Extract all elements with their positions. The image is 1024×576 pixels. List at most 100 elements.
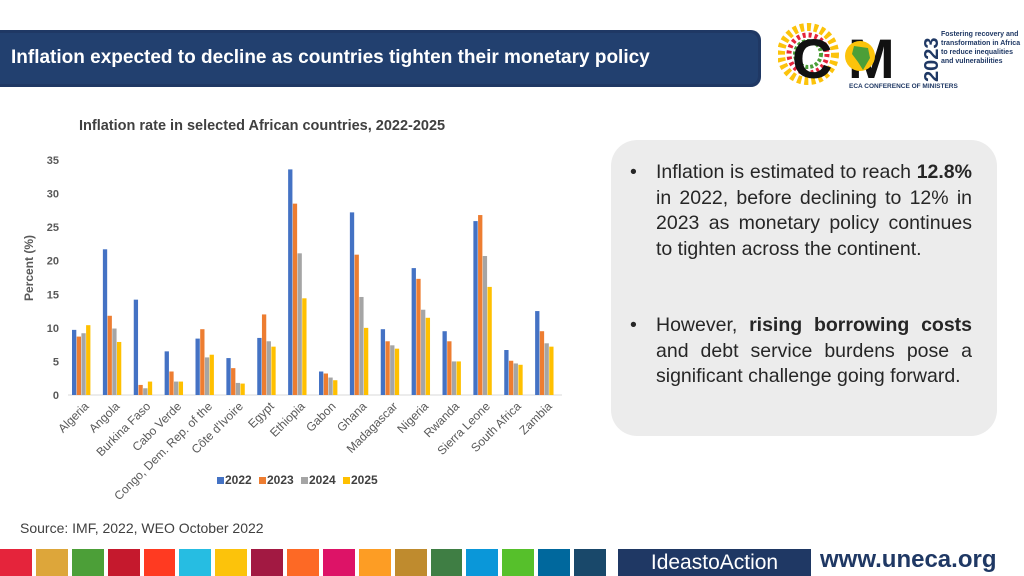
bar-2025-9 bbox=[363, 327, 369, 395]
legend-swatch-2023 bbox=[259, 477, 266, 484]
footer-url[interactable]: www.uneca.org bbox=[820, 546, 997, 573]
bar-2024-4 bbox=[204, 357, 210, 395]
logo-subtitle: ECA CONFERENCE OF MINISTERS bbox=[849, 83, 958, 90]
sdg-stripe-12 bbox=[430, 549, 463, 576]
legend-label: 2023 bbox=[267, 473, 294, 487]
bar-2025-7 bbox=[302, 298, 307, 395]
sdg-stripe-4 bbox=[143, 549, 176, 576]
com2023-logo: C M 2023 bbox=[778, 23, 943, 90]
sdg-stripe-5 bbox=[179, 549, 212, 576]
sdg-stripe-10 bbox=[358, 549, 391, 576]
legend-swatch-2024 bbox=[301, 477, 308, 484]
bullet-text: Inflation is estimated to reach bbox=[656, 161, 917, 183]
bar-2025-2 bbox=[147, 381, 153, 395]
bar-2025-6 bbox=[271, 346, 276, 395]
bar-2022-10 bbox=[380, 329, 386, 395]
bar-2022-7 bbox=[288, 169, 293, 395]
sdg-stripe-15 bbox=[538, 549, 570, 576]
bar-2022-11 bbox=[411, 268, 416, 395]
bar-2022-4 bbox=[195, 338, 200, 395]
bar-2025-4 bbox=[209, 354, 214, 395]
bullet-text: in 2022, before declining to 12% in 2023… bbox=[656, 186, 972, 260]
bar-2024-6 bbox=[266, 341, 271, 395]
bar-2024-15 bbox=[544, 343, 549, 395]
sdg-stripe-14 bbox=[502, 549, 535, 576]
y-tick-label: 30 bbox=[47, 189, 59, 201]
bar-2022-9 bbox=[349, 212, 355, 395]
bar-2024-12 bbox=[451, 361, 457, 395]
source-note: Source: IMF, 2022, WEO October 2022 bbox=[20, 520, 264, 536]
sdg-stripe-0 bbox=[0, 549, 32, 576]
slide-title: Inflation expected to decline as countri… bbox=[11, 47, 650, 68]
bar-2023-12 bbox=[447, 341, 452, 395]
bar-2024-5 bbox=[235, 382, 241, 395]
sdg-stripe-16 bbox=[574, 549, 606, 576]
sdg-stripe-1 bbox=[35, 549, 68, 576]
x-tick-label: Algeria bbox=[55, 399, 92, 436]
bar-2025-8 bbox=[333, 380, 338, 395]
bar-2024-11 bbox=[421, 309, 426, 395]
y-tick-label: 15 bbox=[47, 289, 59, 301]
bar-2025-13 bbox=[487, 286, 492, 395]
y-axis-label: Percent (%) bbox=[22, 235, 36, 301]
title-banner-inner bbox=[0, 33, 758, 84]
bar-2023-6 bbox=[261, 314, 267, 395]
bar-2024-0 bbox=[81, 333, 86, 395]
bar-2022-1 bbox=[102, 249, 108, 395]
chart-title: Inflation rate in selected African count… bbox=[79, 118, 446, 134]
bullet-text: and debt service burdens pose a signific… bbox=[656, 339, 972, 388]
bullet-inflation: • Inflation is estimated to reach 12.8% … bbox=[630, 160, 972, 262]
bar-2022-12 bbox=[442, 331, 447, 395]
sdg-stripe-3 bbox=[107, 549, 140, 576]
bar-2024-7 bbox=[297, 253, 302, 395]
sdg-stripe-9 bbox=[322, 549, 355, 576]
bar-2022-13 bbox=[473, 221, 478, 395]
legend-label: 2025 bbox=[351, 473, 378, 487]
bar-2024-9 bbox=[359, 296, 364, 395]
title-banner: Inflation expected to decline as countri… bbox=[0, 30, 761, 87]
legend-label: 2024 bbox=[309, 473, 336, 487]
bar-2023-11 bbox=[416, 278, 421, 395]
sdg-stripe-8 bbox=[287, 549, 319, 576]
bar-2022-14 bbox=[504, 350, 509, 395]
bullet-dot: • bbox=[630, 161, 637, 183]
x-tick-label: Zambia bbox=[516, 399, 554, 437]
ideas-to-action-brand: IdeastoAction bbox=[618, 549, 811, 576]
bar-2025-10 bbox=[394, 348, 400, 395]
bar-2025-1 bbox=[116, 341, 122, 395]
bar-2022-3 bbox=[164, 351, 169, 395]
bar-2022-6 bbox=[257, 337, 262, 395]
bar-2025-0 bbox=[86, 325, 91, 395]
x-tick-label: Gabon bbox=[303, 399, 338, 434]
sdg-stripe-13 bbox=[466, 549, 499, 576]
bar-2023-10 bbox=[385, 341, 390, 395]
key-points-card bbox=[611, 140, 997, 436]
bar-2024-10 bbox=[390, 345, 395, 395]
y-tick-label: 20 bbox=[47, 256, 59, 268]
sdg-stripe-2 bbox=[71, 549, 104, 576]
bar-2023-14 bbox=[508, 360, 514, 395]
logo-letters: C M bbox=[792, 27, 895, 90]
sdg-stripe-6 bbox=[215, 549, 248, 576]
sdg-stripe-11 bbox=[394, 549, 427, 576]
x-tick-label: Ethiopia bbox=[267, 399, 308, 440]
bar-2024-3 bbox=[174, 381, 179, 395]
logo-tagline: Fostering recovery and transformation in… bbox=[941, 31, 1021, 65]
bullet-text: However, bbox=[656, 314, 750, 336]
y-tick-label: 10 bbox=[47, 323, 59, 335]
bar-2023-3 bbox=[169, 371, 174, 395]
bar-2023-15 bbox=[539, 331, 545, 395]
bullet-highlight: rising borrowing costs bbox=[749, 314, 973, 336]
bar-2022-5 bbox=[226, 358, 231, 395]
sdg-stripe-7 bbox=[251, 549, 283, 576]
y-tick-label: 5 bbox=[53, 356, 59, 368]
bar-2023-0 bbox=[76, 336, 81, 395]
bar-2023-9 bbox=[354, 254, 359, 395]
bar-2022-8 bbox=[319, 371, 324, 395]
bar-2023-7 bbox=[292, 203, 298, 395]
bar-2025-12 bbox=[456, 361, 461, 395]
y-tick-label: 25 bbox=[47, 222, 59, 234]
bar-2023-5 bbox=[231, 368, 236, 395]
bar-2023-2 bbox=[138, 384, 143, 395]
y-tick-label: 0 bbox=[53, 390, 59, 402]
